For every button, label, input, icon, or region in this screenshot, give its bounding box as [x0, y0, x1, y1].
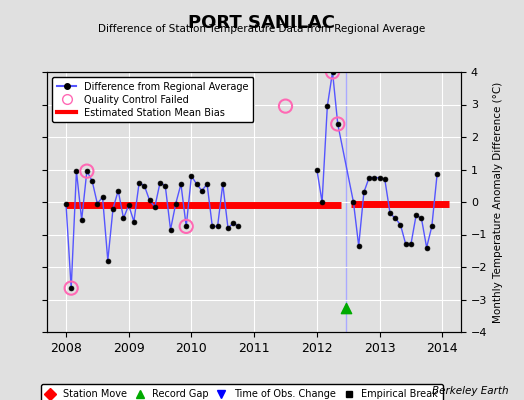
Point [83, 168, 91, 174]
Point [281, 103, 290, 109]
Text: PORT SANILAC: PORT SANILAC [189, 14, 335, 32]
Y-axis label: Monthly Temperature Anomaly Difference (°C): Monthly Temperature Anomaly Difference (… [493, 81, 503, 323]
Point [329, 69, 337, 75]
Point [334, 121, 342, 127]
Text: Berkeley Earth: Berkeley Earth [432, 386, 508, 396]
Point [67, 285, 75, 291]
Text: Difference of Station Temperature Data from Regional Average: Difference of Station Temperature Data f… [99, 24, 425, 34]
Point [182, 223, 190, 230]
Point [342, 304, 350, 311]
Legend: Station Move, Record Gap, Time of Obs. Change, Empirical Break: Station Move, Record Gap, Time of Obs. C… [40, 384, 443, 400]
